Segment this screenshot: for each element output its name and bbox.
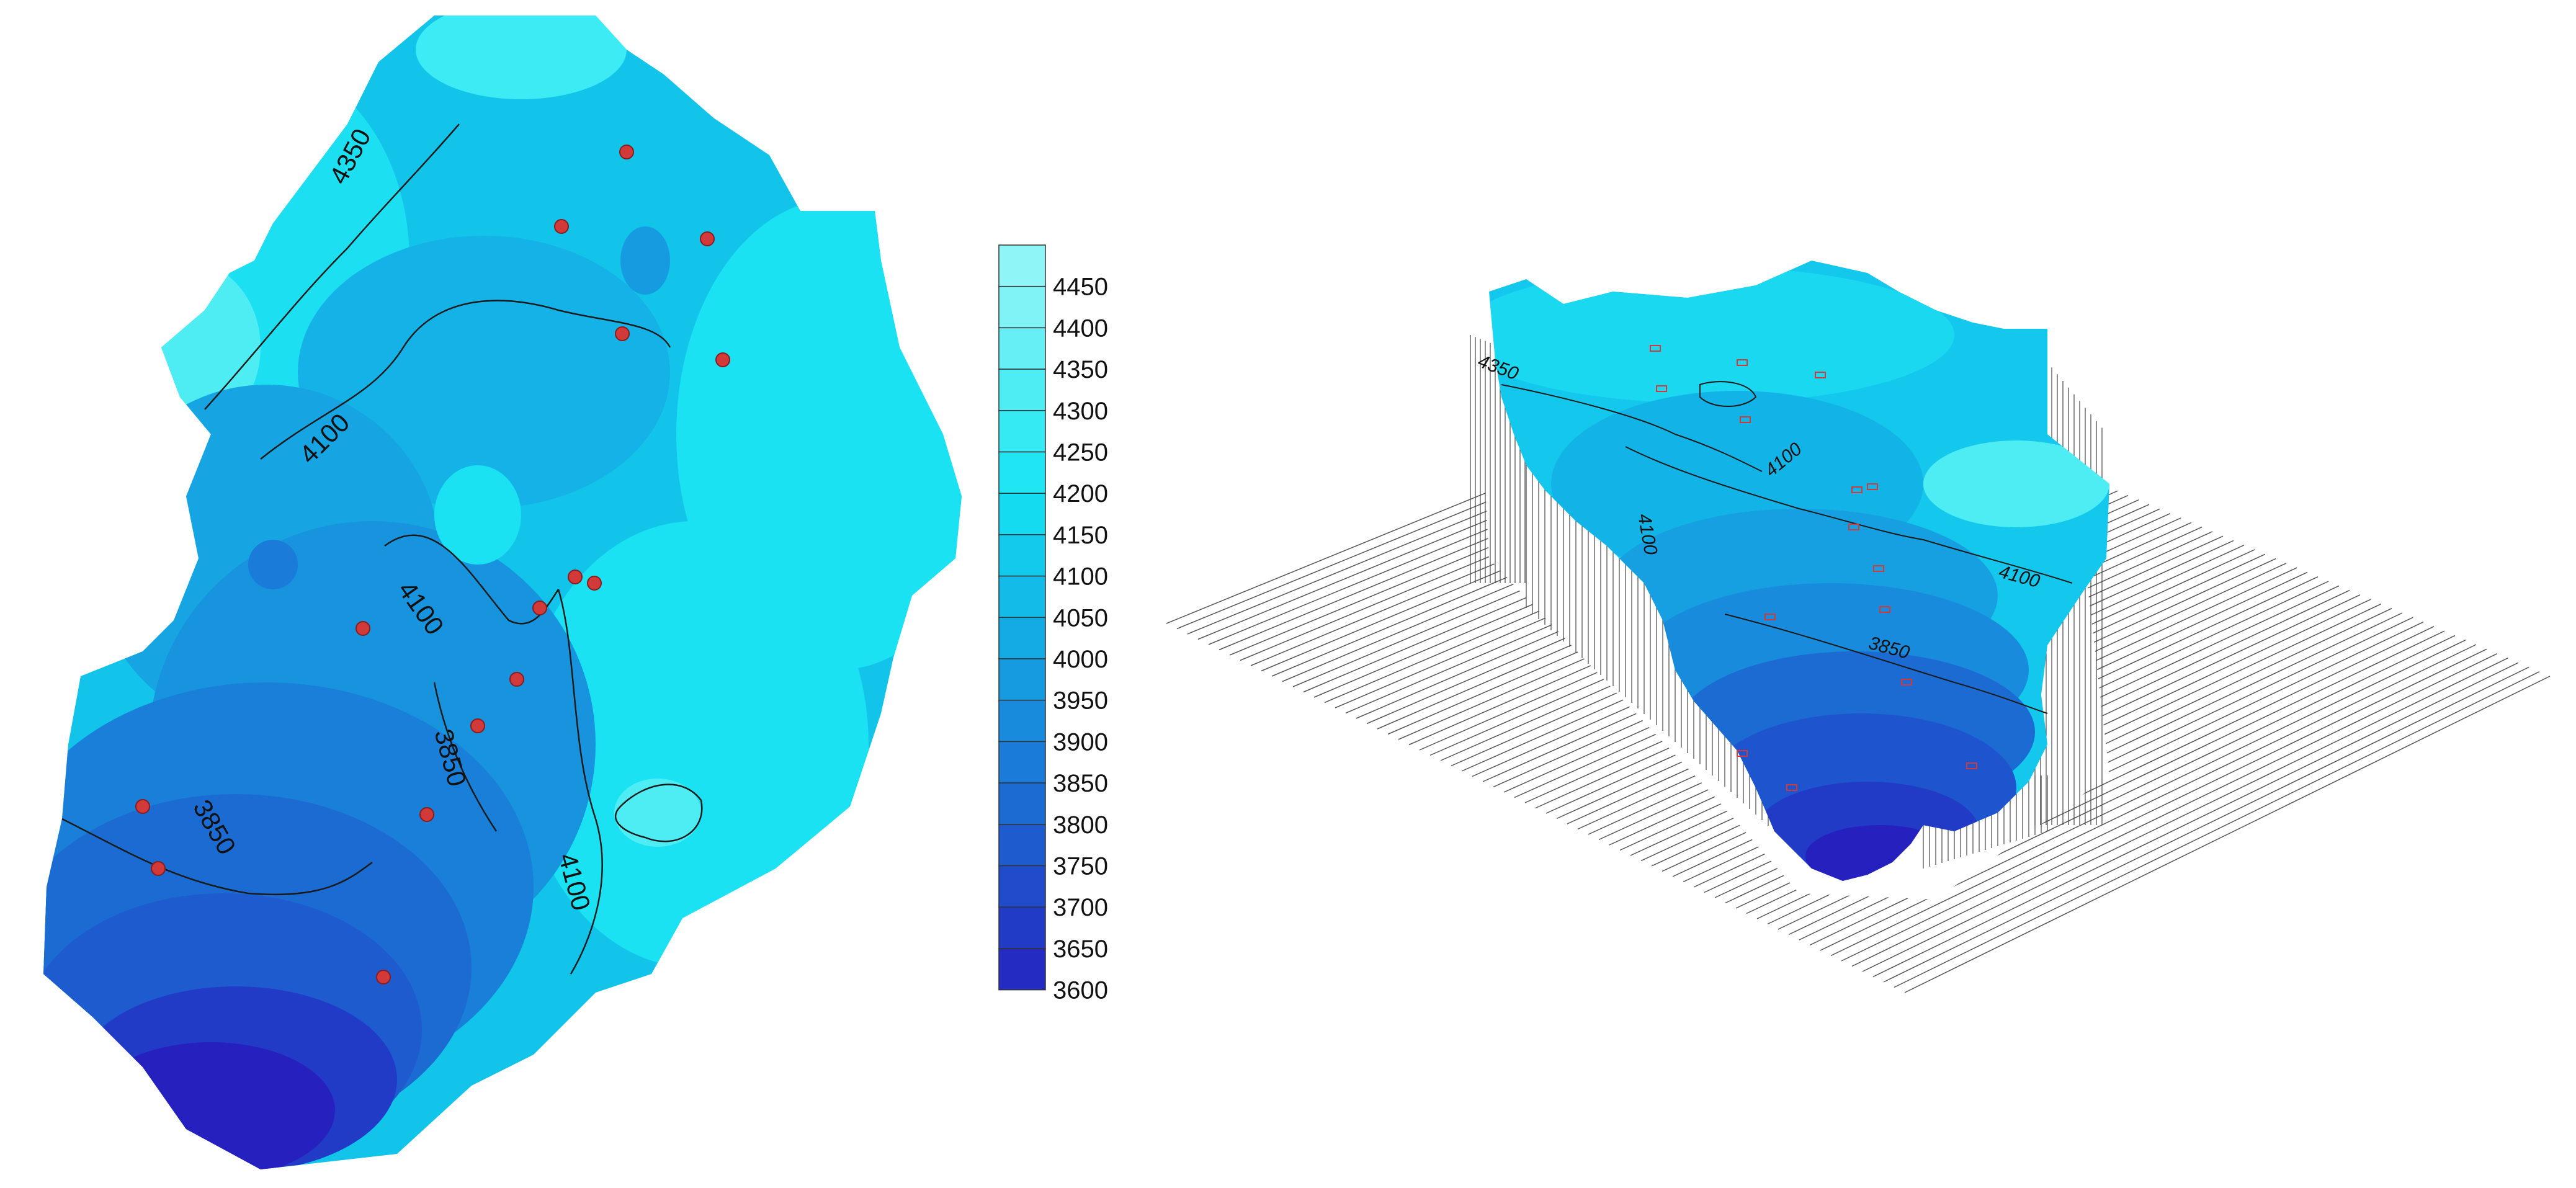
surface-well-marker (1901, 679, 1912, 686)
surface-colors (1489, 261, 2109, 881)
wire-grid-line (1872, 662, 2519, 978)
legend-swatch (998, 699, 1046, 743)
legend-label: 3700 (1053, 894, 1108, 921)
surface-well-marker (1848, 524, 1859, 530)
wire-grid-line (1904, 676, 2551, 993)
wire-grid-line (1841, 648, 2487, 962)
legend-swatch (998, 906, 1046, 949)
legend-swatch (998, 575, 1046, 619)
legend-swatch (998, 285, 1046, 329)
surface-well-marker (1650, 345, 1661, 352)
well-marker (554, 219, 569, 234)
legend-swatch (998, 327, 1046, 370)
well-marker (615, 326, 630, 341)
well-marker (568, 569, 583, 584)
legend-label: 3750 (1053, 853, 1108, 880)
well-marker (376, 970, 391, 985)
legend-swatch (998, 824, 1046, 867)
wire-grid-line (1894, 671, 2540, 988)
wire-grid-line (1851, 653, 2498, 967)
well-markers (135, 145, 730, 985)
legend-label: 4400 (1053, 315, 1108, 342)
legend-label: 3800 (1053, 811, 1108, 839)
surface-3d-view: 4350 4100 4100 4100 3850 (1166, 261, 2551, 993)
well-marker (470, 718, 485, 733)
surface-well-marker (1851, 486, 1863, 493)
legend-label: 4450 (1053, 274, 1108, 301)
legend-label: 4150 (1053, 522, 1108, 549)
legend-label: 4100 (1053, 563, 1108, 591)
surface-well-marker (1879, 606, 1890, 613)
legend-swatch (998, 493, 1046, 535)
legend-label: 3600 (1053, 977, 1108, 1004)
contour-lines (61, 123, 703, 975)
surface-well-marker (1815, 372, 1826, 378)
legend-label: 4300 (1053, 398, 1108, 425)
contour-map: 4350 4100 4100 3850 3850 4100 (43, 16, 962, 1169)
legend-swatch (998, 244, 1046, 287)
legend-label: 3850 (1053, 770, 1108, 797)
legend-swatch (998, 782, 1046, 825)
legend-swatch (998, 368, 1046, 411)
legend-label: 4350 (1053, 356, 1108, 383)
wire-grid-line (1883, 666, 2529, 983)
legend-label: 3950 (1053, 687, 1108, 715)
well-marker (356, 621, 370, 636)
legend-swatch (998, 741, 1046, 784)
surface-well-marker (1764, 614, 1776, 620)
legend-swatch (998, 948, 1046, 991)
legend-swatch (998, 410, 1046, 453)
legend-swatch (998, 617, 1046, 659)
legend-label: 3650 (1053, 936, 1108, 963)
well-marker (151, 861, 166, 876)
surface-well-marker (1966, 762, 1977, 769)
color-legend: 4450 4400 4350 4300 4250 4200 4150 4100 4050 4000… (998, 244, 1108, 1004)
legend-label: 3900 (1053, 728, 1108, 756)
surface-well-marker (1740, 416, 1751, 423)
legend-label: 4250 (1053, 439, 1108, 467)
well-marker (509, 672, 524, 687)
wire-grid-line (1862, 658, 2508, 972)
surface-well-marker (1737, 359, 1748, 366)
legend-swatch (998, 451, 1046, 494)
well-marker (619, 145, 634, 159)
legend-label: 4050 (1053, 604, 1108, 632)
well-marker (532, 601, 547, 615)
surface-well-markers (1650, 345, 1977, 791)
legend-swatch (998, 534, 1046, 577)
well-marker (715, 352, 730, 367)
legend-swatch (998, 658, 1046, 701)
surface-well-marker (1873, 565, 1884, 572)
wire-grid-line (1830, 644, 2477, 957)
surface-well-marker (1786, 784, 1797, 791)
legend-label: 4000 (1053, 646, 1108, 673)
surface-well-marker (1867, 483, 1878, 490)
legend-label: 4200 (1053, 480, 1108, 507)
surface-well-marker (1656, 385, 1667, 392)
well-marker (700, 231, 715, 246)
well-marker (587, 576, 602, 591)
surface-well-marker (1737, 750, 1748, 757)
well-marker (419, 807, 434, 822)
legend-swatch (998, 865, 1046, 908)
well-marker (135, 799, 150, 814)
